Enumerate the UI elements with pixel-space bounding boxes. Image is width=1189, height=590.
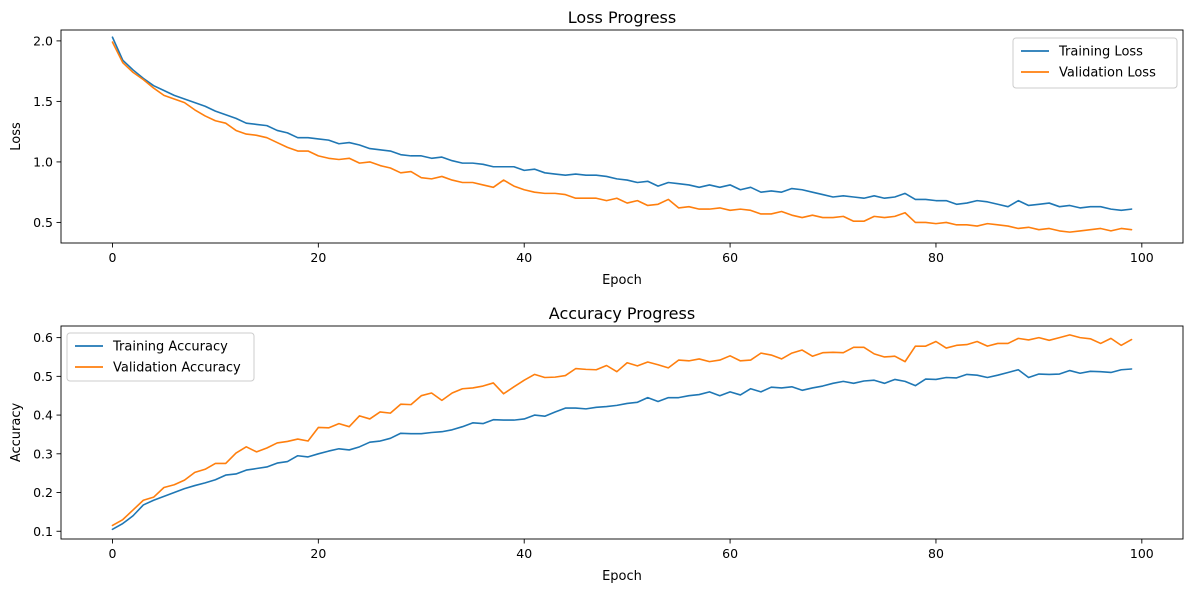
chart-2-y-tick-label: 0.4 xyxy=(33,408,53,423)
chart-2-x-tick-label: 0 xyxy=(108,546,116,561)
chart-2-y-tick-label: 0.3 xyxy=(33,446,53,461)
loss-chart: Loss Progress 0 20 40 60 80 100 0.5 1.0 1.5 2.0 Epo… xyxy=(9,8,1184,288)
chart-2-legend: Training Accuracy Validation Accuracy xyxy=(66,332,255,382)
chart-2-y-axis-label: Accuracy xyxy=(9,403,24,463)
chart-1-x-tick-label: 80 xyxy=(928,250,944,265)
chart-2-series-training-line xyxy=(111,368,1133,531)
chart-1-x-tick-label: 20 xyxy=(310,250,326,265)
chart-1-y-axis-label: Loss xyxy=(9,122,24,151)
chart-1-series-validation-line xyxy=(111,41,1133,233)
chart-1-x-axis-label: Epoch xyxy=(602,273,642,288)
chart-2-x-axis-label: Epoch xyxy=(602,569,642,584)
chart-1-legend-label: Training Loss xyxy=(1058,45,1143,60)
chart-1-x-tick-label: 60 xyxy=(722,250,738,265)
chart-1-plot-frame xyxy=(60,29,1184,244)
chart-2-x-tick-label: 100 xyxy=(1130,546,1154,561)
chart-1-title: Loss Progress xyxy=(568,8,676,27)
chart-1-y-tick-label: 1.0 xyxy=(33,154,53,169)
chart-2-y-tick-label: 0.2 xyxy=(33,485,53,500)
chart-1-legend: Training Loss Validation Loss xyxy=(1012,37,1178,89)
chart-1-x-tick-label: 100 xyxy=(1130,250,1154,265)
chart-1-y-tick-label: 1.5 xyxy=(33,94,53,109)
chart-2-series-validation-line xyxy=(111,334,1133,527)
chart-1-x-tick-label: 0 xyxy=(108,250,116,265)
chart-2-legend-label: Validation Accuracy xyxy=(113,361,241,376)
chart-2-title: Accuracy Progress xyxy=(549,304,695,323)
chart-2-x-tick-label: 80 xyxy=(928,546,944,561)
chart-2-x-tick-label: 20 xyxy=(310,546,326,561)
chart-1-legend-box xyxy=(1012,37,1178,89)
chart-1-series-training-line xyxy=(111,36,1133,212)
chart-2-x-tick-label: 40 xyxy=(516,546,532,561)
accuracy-chart: Accuracy Progress 0 20 40 60 80 100 0.1 0.2 0.3 0.… xyxy=(9,304,1184,584)
chart-2-y-tick-label: 0.5 xyxy=(33,369,53,384)
chart-1-y-tick-label: 2.0 xyxy=(33,33,53,48)
chart-2-legend-label: Training Accuracy xyxy=(112,340,228,355)
chart-1-x-tick-label: 40 xyxy=(516,250,532,265)
chart-1-y-tick-label: 0.5 xyxy=(33,215,53,230)
chart-2-plot-frame xyxy=(60,325,1184,540)
chart-2-legend-box xyxy=(66,332,255,382)
chart-2-y-tick-label: 0.6 xyxy=(33,330,53,345)
chart-1-legend-label: Validation Loss xyxy=(1059,66,1156,81)
chart-2-x-tick-label: 60 xyxy=(722,546,738,561)
chart-2-y-tick-label: 0.1 xyxy=(33,524,53,539)
